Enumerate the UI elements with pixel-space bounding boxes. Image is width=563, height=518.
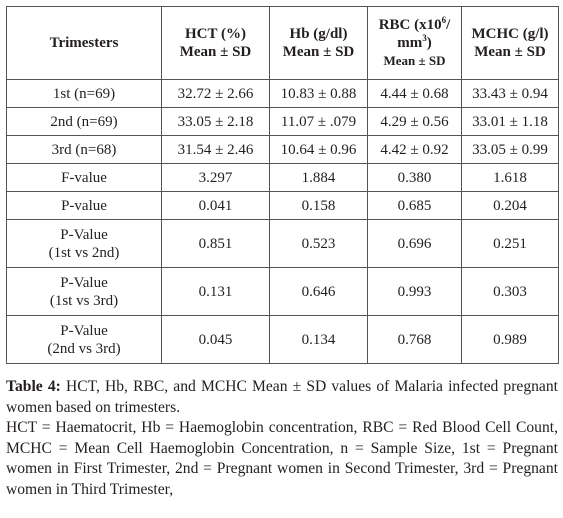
cell-hb: 0.158: [269, 191, 368, 220]
cell-rbc: 4.29 ± 0.56: [367, 107, 462, 136]
cell-rbc: 0.685: [367, 191, 462, 220]
table-caption: Table 4: HCT, Hb, RBC, and MCHC Mean ± S…: [6, 377, 558, 501]
row-label: P-Value (1st vs 2nd): [6, 219, 162, 268]
table-row: P-Value (2nd vs 3rd) 0.045 0.134 0.768 0…: [6, 315, 559, 364]
header-rbc: RBC (x106/ mm3) Mean ± SD: [367, 6, 462, 80]
cell-mchc: 0.303: [461, 267, 559, 316]
cell-hct: 32.72 ± 2.66: [161, 79, 270, 108]
table-row: P-value 0.041 0.158 0.685 0.204: [6, 191, 559, 220]
cell-hb: 1.884: [269, 163, 368, 192]
cell-hct: 33.05 ± 2.18: [161, 107, 270, 136]
cell-hct: 0.041: [161, 191, 270, 220]
row-label: F-value: [6, 163, 162, 192]
table-row: 3rd (n=68) 31.54 ± 2.46 10.64 ± 0.96 4.4…: [6, 135, 559, 164]
header-hb: Hb (g/dl) Mean ± SD: [269, 6, 368, 80]
cell-rbc: 0.696: [367, 219, 462, 268]
row-label: P-Value (2nd vs 3rd): [6, 315, 162, 364]
row-label: 1st (n=69): [6, 79, 162, 108]
header-hb-sub: Mean ± SD: [282, 44, 355, 60]
table-row: P-Value (1st vs 3rd) 0.131 0.646 0.993 0…: [6, 267, 559, 316]
cell-hct: 0.131: [161, 267, 270, 316]
cell-hct: 3.297: [161, 163, 270, 192]
trimester-results-table: Trimesters HCT (%) Mean ± SD Hb (g/dl) M…: [6, 6, 559, 364]
cell-mchc: 0.989: [461, 315, 559, 364]
cell-hb: 0.646: [269, 267, 368, 316]
header-rbc-unit-b: ): [426, 35, 432, 51]
table-row: 1st (n=69) 32.72 ± 2.66 10.83 ± 0.88 4.4…: [6, 79, 559, 108]
cell-hct: 31.54 ± 2.46: [161, 135, 270, 164]
header-trimesters-label: Trimesters: [49, 35, 119, 51]
row-label-line1: P-Value: [60, 226, 108, 243]
header-rbc-title: RBC (x106/: [370, 16, 459, 34]
cell-rbc: 4.42 ± 0.92: [367, 135, 462, 164]
row-label-line2: (1st vs 3rd): [49, 292, 119, 309]
cell-mchc: 0.251: [461, 219, 559, 268]
cell-mchc: 33.43 ± 0.94: [461, 79, 559, 108]
cell-rbc: 4.44 ± 0.68: [367, 79, 462, 108]
header-hct-title: HCT (%): [185, 26, 246, 42]
header-rbc-sup3: 3: [422, 33, 427, 43]
header-mchc-sub: Mean ± SD: [474, 44, 546, 60]
header-rbc-sub: Mean ± SD: [383, 53, 446, 68]
table-row: F-value 3.297 1.884 0.380 1.618: [6, 163, 559, 192]
cell-hb: 11.07 ± .079: [269, 107, 368, 136]
caption-title-text: HCT, Hb, RBC, and MCHC Mean ± SD values …: [6, 378, 558, 416]
header-trimesters: Trimesters: [6, 6, 162, 80]
caption-title: Table 4: HCT, Hb, RBC, and MCHC Mean ± S…: [6, 377, 558, 418]
cell-hct: 0.045: [161, 315, 270, 364]
table-header-row: Trimesters HCT (%) Mean ± SD Hb (g/dl) M…: [6, 6, 559, 80]
header-mchc-title: MCHC (g/l): [471, 26, 549, 42]
header-hb-title: Hb (g/dl): [289, 26, 348, 42]
cell-hb: 0.523: [269, 219, 368, 268]
cell-hb: 10.83 ± 0.88: [269, 79, 368, 108]
row-label: 3rd (n=68): [6, 135, 162, 164]
cell-hb: 0.134: [269, 315, 368, 364]
header-mchc: MCHC (g/l) Mean ± SD: [461, 6, 559, 80]
header-rbc-title-b: /: [446, 17, 451, 33]
header-rbc-title-a: RBC (x10: [378, 17, 442, 33]
cell-rbc: 0.380: [367, 163, 462, 192]
caption-abbreviations: HCT = Haematocrit, Hb = Haemoglobin conc…: [6, 419, 558, 498]
row-label-line2: (2nd vs 3rd): [47, 340, 121, 357]
cell-mchc: 1.618: [461, 163, 559, 192]
row-label: 2nd (n=69): [6, 107, 162, 136]
row-label: P-Value (1st vs 3rd): [6, 267, 162, 316]
row-label-line1: P-Value: [60, 322, 108, 339]
header-rbc-sup6: 6: [441, 15, 447, 25]
cell-rbc: 0.768: [367, 315, 462, 364]
header-rbc-unit: mm3): [370, 34, 459, 52]
cell-rbc: 0.993: [367, 267, 462, 316]
table-row: 2nd (n=69) 33.05 ± 2.18 11.07 ± .079 4.2…: [6, 107, 559, 136]
cell-hb: 10.64 ± 0.96: [269, 135, 368, 164]
header-hct-sub: Mean ± SD: [179, 44, 252, 60]
header-hct: HCT (%) Mean ± SD: [161, 6, 270, 80]
cell-mchc: 33.05 ± 0.99: [461, 135, 559, 164]
cell-hct: 0.851: [161, 219, 270, 268]
caption-label: Table 4:: [6, 378, 61, 395]
table-row: P-Value (1st vs 2nd) 0.851 0.523 0.696 0…: [6, 219, 559, 268]
cell-mchc: 33.01 ± 1.18: [461, 107, 559, 136]
cell-mchc: 0.204: [461, 191, 559, 220]
row-label: P-value: [6, 191, 162, 220]
row-label-line1: P-Value: [60, 274, 108, 291]
header-rbc-unit-a: mm: [397, 35, 423, 51]
row-label-line2: (1st vs 2nd): [48, 244, 120, 261]
